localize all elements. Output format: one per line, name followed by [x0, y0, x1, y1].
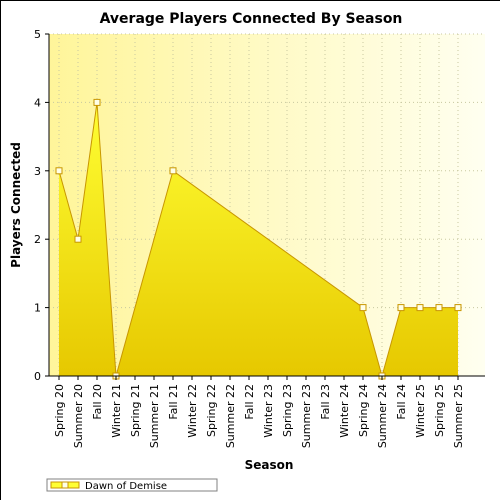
data-point-marker — [397, 304, 405, 312]
x-tick-label: Summer 22 — [224, 384, 237, 448]
y-tick-label: 0 — [34, 370, 41, 383]
x-tick-label: Fall 22 — [243, 384, 256, 420]
x-tick-label: Summer 20 — [72, 384, 85, 448]
legend-label: Dawn of Demise — [85, 481, 167, 492]
data-point-marker — [55, 167, 63, 175]
x-tick-label: Summer 24 — [376, 384, 389, 448]
x-tick-label: Fall 21 — [167, 384, 180, 420]
data-point-marker — [74, 235, 82, 243]
data-point-marker — [416, 304, 424, 312]
x-tick-label: Winter 24 — [338, 384, 351, 438]
legend: Dawn of Demise — [46, 478, 218, 492]
x-tick-label: Winter 21 — [110, 384, 123, 438]
x-tick-label: Winter 25 — [414, 384, 427, 438]
axes — [48, 34, 485, 377]
y-tick-label: 2 — [34, 233, 41, 246]
y-tick-label: 1 — [34, 302, 41, 315]
data-point-marker — [454, 304, 462, 312]
legend-box — [46, 478, 218, 492]
x-axis-title: Season — [245, 458, 294, 472]
x-axis-ticks: Spring 20 Summer 20 Fall 20 Winter 21 Spring… — [53, 376, 465, 448]
x-tick-label: Summer 23 — [300, 384, 313, 448]
y-axis-ticks: 0 1 2 3 4 5 — [34, 28, 49, 383]
x-tick-label: Winter 23 — [262, 384, 275, 438]
x-tick-label: Fall 23 — [319, 384, 332, 420]
x-tick-label: Summer 25 — [452, 384, 465, 448]
x-tick-label: Spring 24 — [357, 384, 370, 437]
y-tick-label: 5 — [34, 28, 41, 41]
x-tick-label: Spring 22 — [205, 384, 218, 437]
data-point-marker — [435, 304, 443, 312]
data-point-marker — [93, 98, 101, 106]
x-tick-label: Spring 20 — [53, 384, 66, 437]
series-area — [59, 102, 458, 377]
data-point-marker — [359, 304, 367, 312]
x-tick-label: Fall 24 — [395, 384, 408, 420]
x-tick-label: Fall 20 — [91, 384, 104, 420]
x-tick-label: Winter 22 — [186, 384, 199, 438]
chart-title: Average Players Connected By Season — [100, 11, 403, 27]
legend-marker — [61, 481, 69, 489]
x-tick-label: Spring 21 — [129, 384, 142, 437]
data-point-marker — [169, 167, 177, 175]
y-axis-title: Players Connected — [9, 142, 23, 268]
x-tick-label: Summer 21 — [148, 384, 161, 448]
x-tick-label: Spring 25 — [433, 384, 446, 437]
y-tick-label: 4 — [34, 96, 41, 109]
y-tick-label: 3 — [34, 165, 41, 178]
x-tick-label: Spring 23 — [281, 384, 294, 437]
